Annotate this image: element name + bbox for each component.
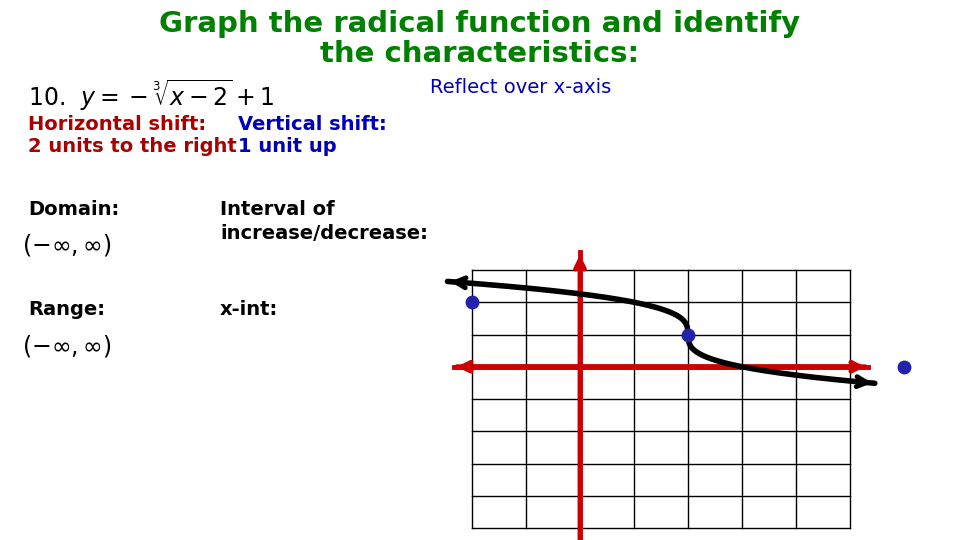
Text: $\left(-\infty,\infty\right)$: $\left(-\infty,\infty\right)$ (22, 333, 111, 359)
Text: 10.  $y = -\sqrt[3]{x-2}+1$: 10. $y = -\sqrt[3]{x-2}+1$ (28, 78, 275, 113)
Text: Graph the radical function and identify: Graph the radical function and identify (159, 10, 801, 38)
Text: Horizontal shift:: Horizontal shift: (28, 115, 206, 134)
Text: Reflect over x-axis: Reflect over x-axis (430, 78, 612, 97)
Text: Range:: Range: (28, 300, 105, 319)
Text: 1 unit up: 1 unit up (238, 137, 337, 156)
Text: $\left(-\infty,\infty\right)$: $\left(-\infty,\infty\right)$ (22, 232, 111, 258)
Text: Domain:: Domain: (28, 200, 119, 219)
Text: x-int:: x-int: (220, 300, 278, 319)
Text: increase/decrease:: increase/decrease: (220, 224, 428, 243)
Text: Vertical shift:: Vertical shift: (238, 115, 387, 134)
Text: the characteristics:: the characteristics: (321, 40, 639, 68)
Text: Interval of: Interval of (220, 200, 335, 219)
Text: 2 units to the right: 2 units to the right (28, 137, 237, 156)
